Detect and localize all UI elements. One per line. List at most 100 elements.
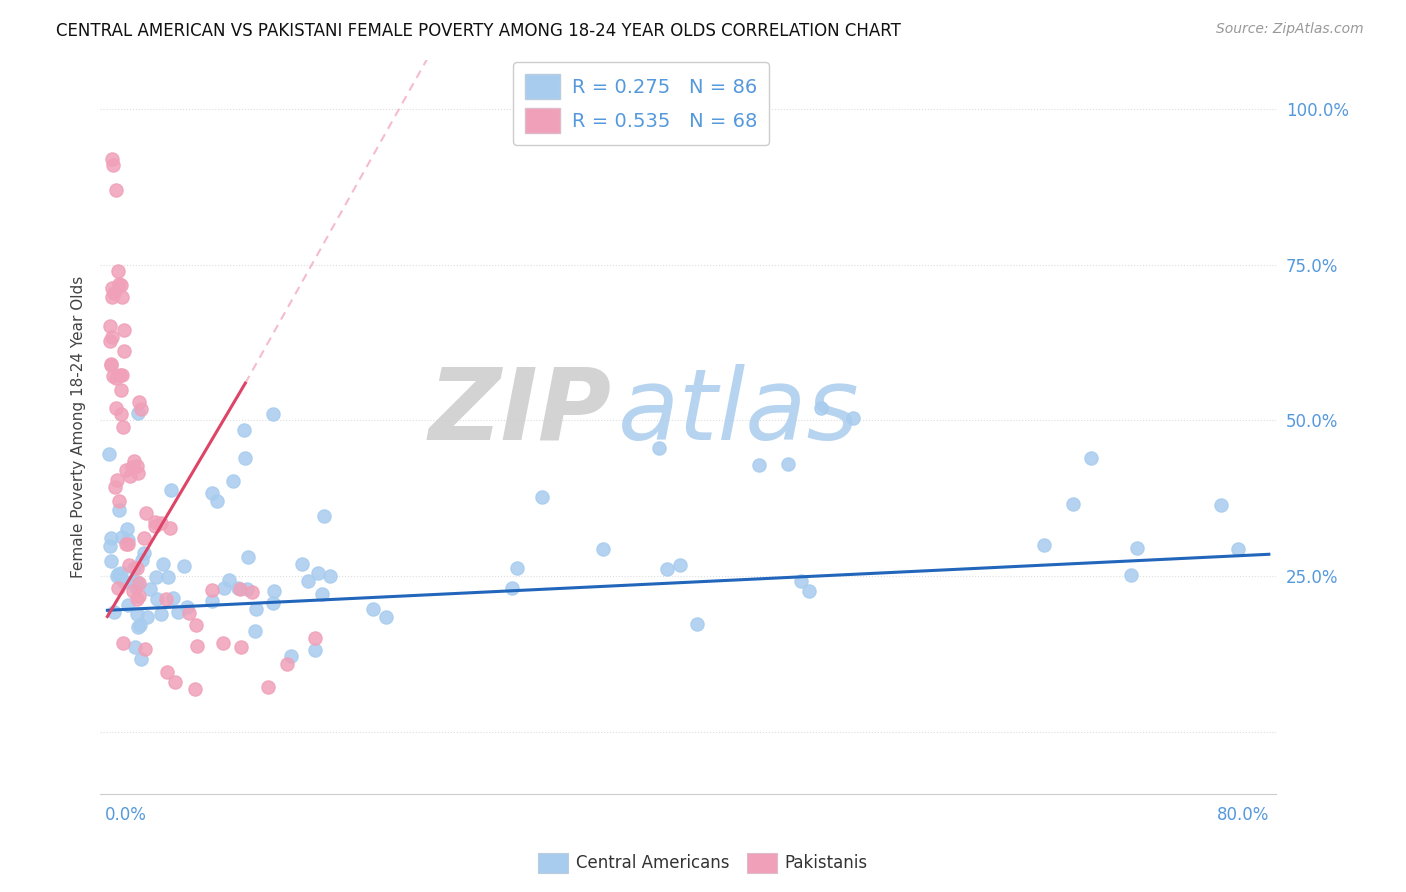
Point bbox=[111, 290, 134, 304]
Point bbox=[212, 581, 235, 595]
Point bbox=[124, 580, 146, 594]
Point bbox=[100, 357, 122, 371]
Point bbox=[108, 368, 131, 382]
Point bbox=[108, 277, 131, 291]
Point bbox=[669, 558, 692, 573]
Point bbox=[240, 585, 263, 599]
Point bbox=[173, 559, 195, 574]
Point bbox=[790, 574, 813, 588]
Point bbox=[501, 581, 523, 595]
Point bbox=[1126, 541, 1149, 556]
Text: ZIP: ZIP bbox=[429, 364, 612, 460]
Point bbox=[100, 152, 122, 166]
Point bbox=[129, 652, 152, 666]
Point bbox=[1062, 497, 1084, 511]
Point bbox=[103, 605, 125, 619]
Point bbox=[212, 636, 235, 650]
Point bbox=[139, 582, 162, 596]
Point bbox=[307, 566, 329, 581]
Point bbox=[159, 521, 181, 535]
Point bbox=[122, 561, 145, 575]
Point bbox=[163, 674, 186, 689]
Point bbox=[233, 423, 256, 437]
Point bbox=[111, 530, 134, 544]
Point bbox=[218, 573, 240, 587]
Point bbox=[121, 460, 143, 475]
Point bbox=[107, 264, 129, 278]
Point bbox=[129, 402, 152, 417]
Point bbox=[125, 459, 148, 474]
Point bbox=[297, 574, 319, 588]
Point bbox=[114, 463, 136, 477]
Point bbox=[127, 406, 149, 420]
Point bbox=[201, 582, 224, 597]
Point bbox=[233, 450, 256, 465]
Point bbox=[156, 665, 179, 680]
Point bbox=[98, 539, 121, 553]
Point bbox=[108, 493, 131, 508]
Point bbox=[146, 591, 169, 606]
Point bbox=[205, 494, 228, 508]
Point bbox=[160, 483, 183, 498]
Point bbox=[155, 592, 177, 607]
Point bbox=[177, 606, 200, 620]
Point bbox=[112, 323, 135, 337]
Point bbox=[149, 607, 172, 622]
Point bbox=[276, 657, 298, 671]
Point bbox=[304, 631, 326, 645]
Point bbox=[245, 602, 267, 616]
Point bbox=[263, 584, 285, 599]
Point bbox=[222, 475, 245, 489]
Point bbox=[778, 457, 800, 471]
Point bbox=[107, 581, 129, 595]
Point bbox=[128, 618, 150, 632]
Legend: R = 0.275   N = 86, R = 0.535   N = 68: R = 0.275 N = 86, R = 0.535 N = 68 bbox=[513, 62, 769, 145]
Point bbox=[98, 319, 121, 334]
Point bbox=[110, 571, 132, 585]
Point bbox=[319, 568, 342, 582]
Point bbox=[127, 620, 149, 634]
Point bbox=[127, 466, 149, 480]
Point bbox=[201, 486, 224, 500]
Point bbox=[112, 636, 135, 650]
Point bbox=[256, 681, 278, 695]
Point bbox=[236, 582, 259, 596]
Point bbox=[125, 575, 148, 590]
Point bbox=[101, 290, 124, 304]
Point bbox=[530, 490, 553, 504]
Point bbox=[100, 532, 122, 546]
Point bbox=[122, 453, 145, 467]
Point bbox=[1080, 450, 1102, 465]
Point bbox=[107, 502, 129, 516]
Point bbox=[231, 640, 253, 654]
Point bbox=[115, 522, 138, 536]
Point bbox=[100, 554, 122, 568]
Point bbox=[104, 371, 127, 385]
Point bbox=[127, 592, 149, 607]
Point bbox=[117, 598, 139, 612]
Point bbox=[112, 575, 135, 590]
Point bbox=[156, 570, 179, 584]
Point bbox=[121, 583, 143, 598]
Point bbox=[136, 610, 159, 624]
Point bbox=[311, 587, 333, 601]
Point bbox=[145, 570, 167, 584]
Text: 80.0%: 80.0% bbox=[1216, 806, 1268, 824]
Point bbox=[810, 401, 832, 416]
Point bbox=[167, 605, 190, 619]
Point bbox=[101, 281, 124, 295]
Point bbox=[183, 682, 205, 697]
Point bbox=[104, 401, 127, 416]
Point bbox=[176, 599, 198, 614]
Point bbox=[121, 574, 143, 588]
Point bbox=[686, 616, 709, 631]
Point bbox=[1033, 538, 1056, 552]
Text: CENTRAL AMERICAN VS PAKISTANI FEMALE POVERTY AMONG 18-24 YEAR OLDS CORRELATION C: CENTRAL AMERICAN VS PAKISTANI FEMALE POV… bbox=[56, 22, 901, 40]
Point bbox=[201, 594, 224, 608]
Point bbox=[748, 458, 770, 472]
Point bbox=[236, 549, 259, 564]
Point bbox=[842, 411, 865, 425]
Point bbox=[1119, 568, 1142, 582]
Point bbox=[304, 642, 326, 657]
Point bbox=[111, 368, 134, 383]
